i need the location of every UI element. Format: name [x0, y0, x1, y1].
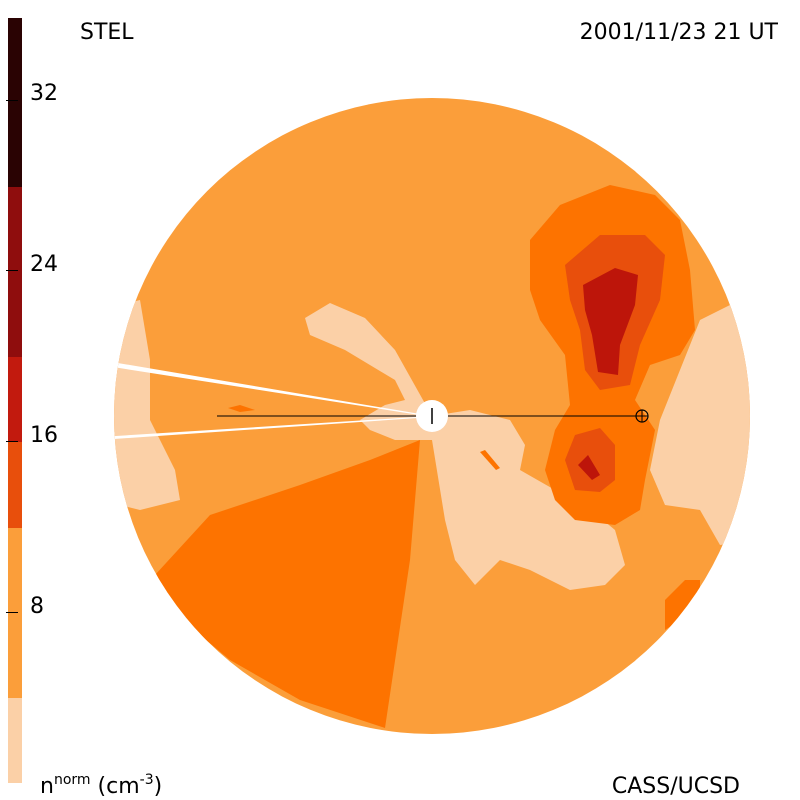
streak-left [228, 405, 255, 412]
enhancement-level5-lower [578, 455, 600, 480]
unit-exponent: -3 [139, 772, 154, 788]
colorbar-label-8: 8 [30, 594, 44, 619]
light-region-center [305, 303, 625, 590]
enhancement-level5-upper [583, 268, 638, 375]
streak-center [480, 450, 500, 470]
colorbar-segment [8, 187, 22, 357]
colorbar-label-16: 16 [30, 423, 58, 448]
colorbar-tick [6, 270, 18, 271]
unit-superscript: norm [53, 772, 91, 788]
missing-data-wedge-upper [114, 360, 432, 417]
colorbar [8, 18, 22, 783]
orange-region-lower-left [155, 440, 420, 728]
colorbar-segment [8, 18, 22, 187]
colorbar-tick [6, 441, 18, 442]
colorbar-segment [8, 528, 22, 698]
enhancement-lower-right [665, 580, 700, 630]
datetime-label: 2001/11/23 21 UT [579, 20, 778, 45]
colorbar-segment [8, 357, 22, 442]
missing-data-wedge-lower [114, 416, 432, 440]
colorbar-tick [6, 100, 18, 101]
unit-label: nnorm (cm-3) [40, 769, 162, 798]
light-region-right [650, 300, 750, 545]
colorbar-tick [6, 612, 18, 613]
unit-close: ) [153, 774, 163, 799]
unit-base: n [40, 774, 54, 799]
instrument-label: STEL [80, 20, 134, 45]
unit-rest: (cm [90, 774, 140, 799]
colorbar-segment [8, 698, 22, 783]
credit-label: CASS/UCSD [611, 774, 740, 799]
colorbar-segment [8, 442, 22, 528]
colorbar-label-24: 24 [30, 252, 58, 277]
colorbar-label-32: 32 [30, 81, 58, 106]
